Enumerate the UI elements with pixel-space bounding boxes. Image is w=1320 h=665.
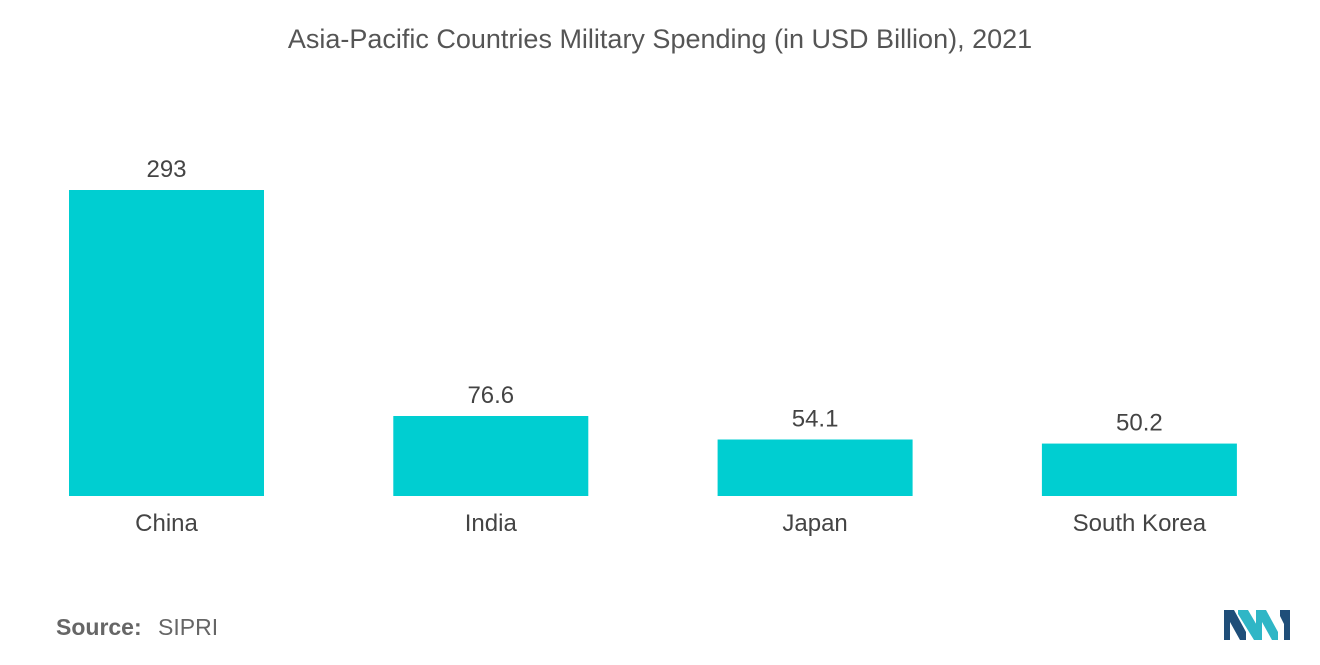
source-note: Source: SIPRI <box>56 614 218 641</box>
category-label: South Korea <box>1073 510 1207 537</box>
data-label: 293 <box>146 156 186 183</box>
bar-china <box>69 190 264 496</box>
data-label: 50.2 <box>1116 410 1163 437</box>
source-label: Source: <box>56 614 142 640</box>
bar-south-korea <box>1041 443 1237 496</box>
category-label: Japan <box>782 510 847 537</box>
bar-japan <box>717 439 913 496</box>
chart-title: Asia-Pacific Countries Military Spending… <box>287 24 1033 54</box>
brand-logo-icon <box>1224 610 1290 640</box>
bar-chart: 293 China 76.6 India 54.1 Japan 50.2 South Kore… <box>69 156 1237 537</box>
category-label: China <box>135 510 198 537</box>
bar-india <box>393 416 589 496</box>
data-label: 54.1 <box>792 405 839 432</box>
source-value: SIPRI <box>158 614 219 640</box>
category-label: India <box>465 510 518 537</box>
data-label: 76.6 <box>467 382 514 409</box>
